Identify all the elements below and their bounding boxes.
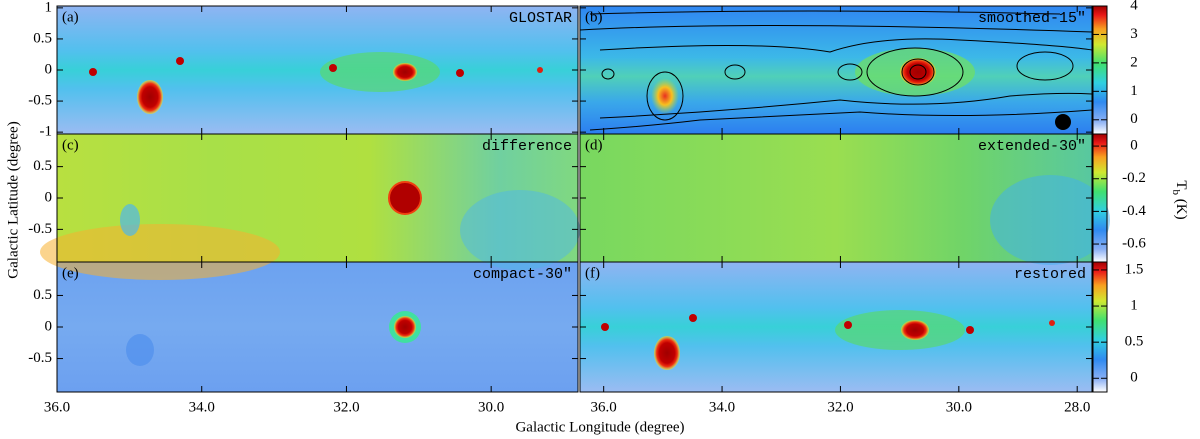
x-tick-label: 36.0: [44, 399, 70, 415]
source: [176, 57, 184, 65]
colorbar: [1092, 133, 1108, 263]
colorbar-tick-label: 1: [1130, 83, 1138, 99]
x-tick-label: 34.0: [189, 399, 215, 415]
x-tick-label: 34.0: [709, 399, 735, 415]
x-axis-title: Galactic Longitude (degree): [515, 419, 684, 435]
y-tick-label: -1: [40, 124, 53, 140]
source: [456, 69, 464, 77]
map-images: [40, 5, 1110, 393]
panel-name: GLOSTAR: [509, 10, 572, 27]
y-tick-label: 0: [45, 189, 53, 205]
colorbar-title: Tb (K): [1170, 180, 1188, 219]
source: [388, 181, 422, 215]
colorbar-tick-label: -0.6: [1122, 235, 1146, 251]
source: [329, 64, 337, 72]
panel-name: extended-30": [978, 138, 1086, 155]
colorbar-tick-label: 4: [1130, 0, 1138, 13]
y-tick-label: -0.5: [28, 93, 52, 109]
y-tick-label: 0.5: [33, 30, 52, 46]
panel-tag: (e): [62, 265, 79, 281]
panel-tag: (b): [585, 9, 603, 25]
x-tick-label: 30.0: [946, 399, 972, 415]
colorbar-title-unit: (K): [1173, 195, 1189, 220]
x-tick-label: 30.0: [478, 399, 504, 415]
x-tick-label: 28.0: [1064, 399, 1090, 415]
y-tick-label: -0.5: [28, 350, 52, 366]
colorbar-tick-label: 0.5: [1125, 334, 1144, 350]
panel-name: compact-30": [473, 266, 572, 283]
y-tick-label: 0.5: [33, 158, 52, 174]
source: [394, 316, 416, 338]
x-tick-label: 32.0: [333, 399, 359, 415]
source: [89, 68, 97, 76]
beam: [1055, 114, 1071, 130]
colorbar-tick-label: 1: [1130, 297, 1138, 313]
y-axis-title: Galactic Latitude (degree): [5, 121, 21, 278]
emission: [990, 175, 1110, 265]
source: [654, 336, 680, 370]
colorbar-tick-label: -0.4: [1122, 203, 1146, 219]
panel-name: difference: [482, 138, 572, 155]
source: [900, 58, 936, 86]
source: [393, 63, 417, 81]
colorbar-tick-label: -0.2: [1122, 170, 1146, 186]
y-tick-label: 0: [45, 61, 53, 77]
contours: [579, 10, 1093, 131]
panel-tag: (d): [585, 137, 603, 153]
colorbar-tick-label: 3: [1130, 26, 1138, 42]
emission: [40, 224, 280, 280]
source: [601, 323, 609, 331]
source: [844, 321, 852, 329]
x-tick-label: 36.0: [591, 399, 617, 415]
source: [901, 320, 929, 340]
colorbar: [1092, 261, 1108, 393]
emission: [126, 334, 154, 366]
emission: [120, 204, 140, 236]
panel-tag: (a): [62, 9, 79, 25]
colorbar-tick-label: 0: [1130, 138, 1138, 154]
x-tick-label: 32.0: [827, 399, 853, 415]
colorbar-tick-label: 0: [1130, 370, 1138, 386]
source: [537, 67, 543, 73]
colorbar-title-main: T: [1173, 180, 1189, 189]
colorbar-tick-label: 0: [1130, 111, 1138, 127]
source: [689, 314, 697, 322]
colorbar-tick-label: 2: [1130, 54, 1138, 70]
panel-name: restored: [1014, 266, 1086, 283]
source: [651, 78, 679, 114]
map-a: [57, 6, 578, 134]
colorbar-title-sub: b: [1170, 190, 1182, 196]
source: [966, 326, 974, 334]
panel-tag: (c): [62, 137, 79, 153]
y-tick-label: -0.5: [28, 221, 52, 237]
y-tick-label: 1: [45, 0, 53, 15]
colorbar: [1092, 5, 1108, 135]
y-tick-label: 0.5: [33, 287, 52, 303]
colorbar-tick-label: 1.5: [1125, 261, 1144, 277]
source: [1049, 320, 1055, 326]
emission: [460, 190, 580, 270]
map-e: [57, 262, 578, 392]
panel-tag: (f): [585, 265, 600, 281]
y-tick-label: 0: [45, 318, 53, 334]
source: [137, 80, 163, 114]
emission: [835, 310, 965, 350]
panel-name: smoothed-15": [978, 10, 1086, 27]
emission: [320, 52, 440, 92]
